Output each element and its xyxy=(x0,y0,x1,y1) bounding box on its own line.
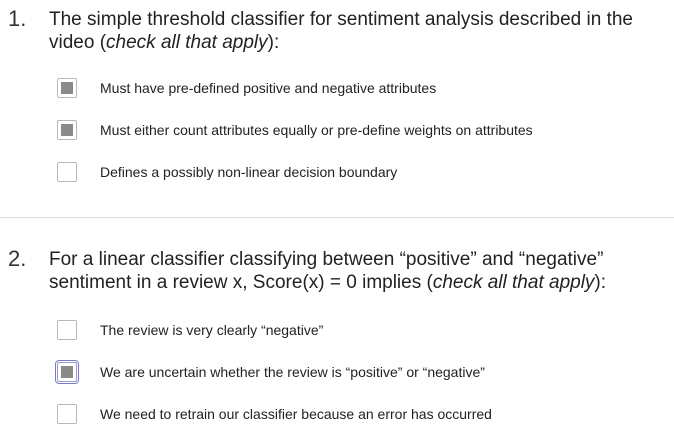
checkbox[interactable] xyxy=(57,162,77,182)
question-text: The simple threshold classifier for sent… xyxy=(49,8,669,54)
option-item[interactable]: We are uncertain whether the review is “… xyxy=(55,360,492,404)
question-text-main: The simple threshold classifier for sent… xyxy=(49,9,633,53)
question-number: 2. xyxy=(8,246,27,271)
checkbox[interactable] xyxy=(57,78,77,98)
section-divider xyxy=(0,217,674,218)
question-text: For a linear classifier classifying betw… xyxy=(49,248,669,294)
options-list: Must have pre-defined positive and negat… xyxy=(57,78,533,204)
option-item[interactable]: Must have pre-defined positive and negat… xyxy=(57,78,533,120)
checkbox[interactable] xyxy=(57,320,77,340)
option-label: Must have pre-defined positive and negat… xyxy=(100,80,437,96)
option-label: Defines a possibly non-linear decision b… xyxy=(100,164,398,180)
checkbox[interactable] xyxy=(55,360,79,384)
question-text-end: ): xyxy=(594,272,607,293)
option-item[interactable]: Defines a possibly non-linear decision b… xyxy=(57,162,533,204)
checkbox[interactable] xyxy=(57,120,77,140)
option-label: We are uncertain whether the review is “… xyxy=(100,364,485,380)
options-list: The review is very clearly “negative” We… xyxy=(55,320,492,446)
option-label: Must either count attributes equally or … xyxy=(100,122,533,138)
option-item[interactable]: We need to retrain our classifier becaus… xyxy=(57,404,492,446)
option-item[interactable]: The review is very clearly “negative” xyxy=(57,320,492,362)
checkbox[interactable] xyxy=(57,404,77,424)
option-label: We need to retrain our classifier becaus… xyxy=(100,406,492,422)
question-text-main: For a linear classifier classifying betw… xyxy=(49,249,604,293)
question-text-end: ): xyxy=(267,32,280,53)
option-label: The review is very clearly “negative” xyxy=(100,322,324,338)
question-text-hint: check all that apply xyxy=(106,32,268,53)
question-text-hint: check all that apply xyxy=(432,272,595,293)
question-number: 1. xyxy=(8,6,27,31)
option-item[interactable]: Must either count attributes equally or … xyxy=(57,120,533,162)
